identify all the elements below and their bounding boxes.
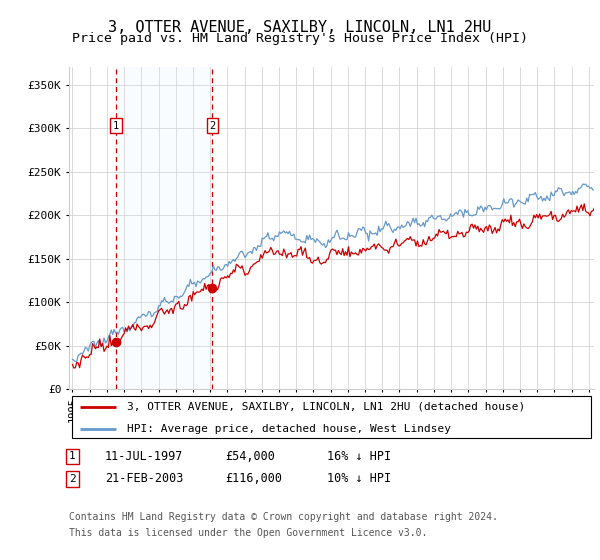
FancyBboxPatch shape bbox=[71, 395, 592, 438]
Text: HPI: Average price, detached house, West Lindsey: HPI: Average price, detached house, West… bbox=[127, 423, 451, 433]
Text: 10% ↓ HPI: 10% ↓ HPI bbox=[327, 472, 391, 486]
Text: 2: 2 bbox=[209, 120, 215, 130]
Text: Contains HM Land Registry data © Crown copyright and database right 2024.: Contains HM Land Registry data © Crown c… bbox=[69, 512, 498, 522]
Text: 3, OTTER AVENUE, SAXILBY, LINCOLN, LN1 2HU: 3, OTTER AVENUE, SAXILBY, LINCOLN, LN1 2… bbox=[109, 20, 491, 35]
Text: 16% ↓ HPI: 16% ↓ HPI bbox=[327, 450, 391, 463]
Text: 21-FEB-2003: 21-FEB-2003 bbox=[105, 472, 184, 486]
Text: 1: 1 bbox=[69, 451, 76, 461]
Text: £116,000: £116,000 bbox=[225, 472, 282, 486]
Text: 11-JUL-1997: 11-JUL-1997 bbox=[105, 450, 184, 463]
Text: 1: 1 bbox=[113, 120, 119, 130]
Text: This data is licensed under the Open Government Licence v3.0.: This data is licensed under the Open Gov… bbox=[69, 528, 427, 538]
Bar bbox=[116, 67, 212, 389]
Text: Price paid vs. HM Land Registry's House Price Index (HPI): Price paid vs. HM Land Registry's House … bbox=[72, 32, 528, 45]
Text: 2: 2 bbox=[69, 474, 76, 484]
Text: 3, OTTER AVENUE, SAXILBY, LINCOLN, LN1 2HU (detached house): 3, OTTER AVENUE, SAXILBY, LINCOLN, LN1 2… bbox=[127, 402, 525, 412]
Text: £54,000: £54,000 bbox=[225, 450, 275, 463]
